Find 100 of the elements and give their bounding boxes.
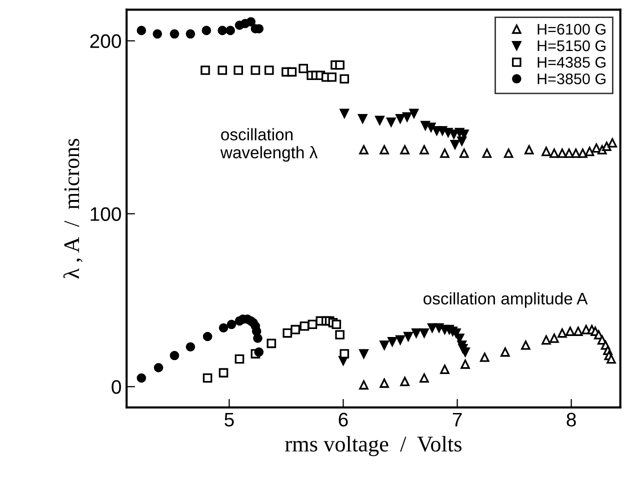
point xyxy=(308,320,318,330)
point xyxy=(340,74,350,84)
legend-label: H=5150 G xyxy=(538,40,606,52)
point xyxy=(521,340,530,350)
point xyxy=(170,350,180,360)
point xyxy=(542,146,551,156)
point xyxy=(428,323,437,333)
point xyxy=(282,328,292,338)
point xyxy=(426,122,436,132)
point xyxy=(420,373,429,383)
point xyxy=(388,337,397,346)
point xyxy=(327,72,337,82)
legend-label: H=6100 G xyxy=(538,24,606,35)
point xyxy=(152,29,162,39)
point xyxy=(154,362,164,372)
x-tick-label: 5 xyxy=(224,412,234,427)
x-tick-label: 6 xyxy=(338,412,348,427)
point xyxy=(500,347,510,357)
point xyxy=(571,148,581,158)
point xyxy=(266,338,276,348)
point xyxy=(234,354,244,364)
point xyxy=(409,108,419,118)
point xyxy=(298,64,308,74)
point xyxy=(524,145,534,154)
point xyxy=(420,145,429,154)
point xyxy=(136,373,146,383)
point xyxy=(584,146,594,156)
point xyxy=(246,17,256,26)
x-axis-title: rms voltage / Volts xyxy=(285,436,462,456)
x-tick-label: 7 xyxy=(452,412,462,426)
y-axis-title: λ , A / microns xyxy=(63,138,82,278)
point xyxy=(504,148,514,158)
point xyxy=(412,328,421,338)
point xyxy=(457,136,466,146)
y-tick-label: 0 xyxy=(112,380,121,394)
point xyxy=(459,148,469,158)
point xyxy=(380,145,389,154)
point xyxy=(440,364,450,374)
annotation: oscillation amplitude A xyxy=(424,292,588,308)
point xyxy=(400,145,410,154)
point xyxy=(550,334,559,343)
point xyxy=(480,352,490,362)
legend-label: H=4385 G xyxy=(538,56,606,68)
point xyxy=(254,347,264,357)
point xyxy=(440,148,450,158)
point xyxy=(558,148,567,158)
point xyxy=(402,112,412,122)
point xyxy=(404,332,413,342)
point xyxy=(606,354,616,364)
point xyxy=(226,320,236,330)
point xyxy=(592,143,602,153)
legend-label: H=3850 G xyxy=(538,73,606,84)
point xyxy=(359,145,368,154)
point xyxy=(460,360,470,369)
point xyxy=(200,66,210,75)
point xyxy=(340,349,350,358)
point xyxy=(420,328,429,338)
point xyxy=(250,66,260,75)
x-tick-label: 8 xyxy=(566,412,576,427)
point xyxy=(335,330,344,340)
point xyxy=(542,335,551,345)
point xyxy=(335,60,344,70)
point xyxy=(450,140,460,150)
point xyxy=(558,328,567,338)
point xyxy=(400,376,410,386)
point xyxy=(396,114,405,124)
point xyxy=(359,349,368,358)
point xyxy=(359,380,368,390)
point xyxy=(300,321,310,331)
point xyxy=(608,138,618,148)
point xyxy=(550,148,559,158)
point xyxy=(264,66,274,75)
point xyxy=(202,373,212,383)
point xyxy=(136,26,146,36)
point xyxy=(202,332,212,342)
point xyxy=(234,66,243,75)
point xyxy=(202,26,212,36)
point xyxy=(340,108,350,118)
point xyxy=(186,29,196,39)
point xyxy=(170,29,180,39)
y-tick-label: 100 xyxy=(90,207,121,221)
point xyxy=(396,335,405,345)
point xyxy=(573,326,583,336)
point xyxy=(218,66,228,75)
y-tick-label: 200 xyxy=(90,34,121,48)
point xyxy=(332,320,342,330)
point xyxy=(578,148,588,158)
point xyxy=(287,67,297,77)
point xyxy=(449,130,459,139)
point xyxy=(253,334,262,343)
point xyxy=(380,378,389,388)
annotation: oscillation wavelength λ xyxy=(220,128,318,162)
point xyxy=(358,114,368,124)
point xyxy=(218,368,228,378)
point xyxy=(218,323,228,333)
point xyxy=(290,324,300,334)
point xyxy=(375,116,384,126)
point xyxy=(380,340,389,350)
point xyxy=(226,26,236,36)
point xyxy=(566,326,575,336)
